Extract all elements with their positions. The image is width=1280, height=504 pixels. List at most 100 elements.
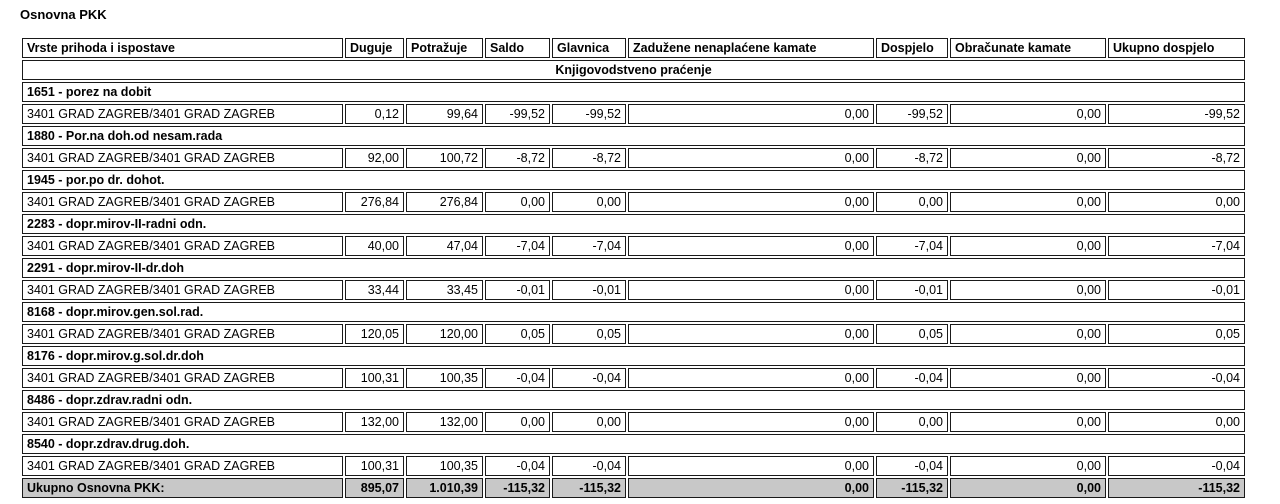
value-cell: 0,00 xyxy=(628,148,874,168)
office-cell: 3401 GRAD ZAGREB/3401 GRAD ZAGREB xyxy=(22,456,343,476)
group-header-label: 1651 - porez na dobit xyxy=(22,82,1245,102)
pkk-table: Vrste prihoda i ispostave Duguje Potražu… xyxy=(20,36,1247,500)
group-header-label: 1880 - Por.na doh.od nesam.rada xyxy=(22,126,1245,146)
value-cell: 40,00 xyxy=(345,236,404,256)
value-cell: -0,04 xyxy=(876,368,948,388)
group-header-row: 2283 - dopr.mirov-II-radni odn. xyxy=(22,214,1245,234)
value-cell: 0,00 xyxy=(950,192,1106,212)
value-cell: -0,04 xyxy=(485,456,550,476)
value-cell: 0,00 xyxy=(876,412,948,432)
group-header-label: 2283 - dopr.mirov-II-radni odn. xyxy=(22,214,1245,234)
column-header-saldo: Saldo xyxy=(485,38,550,58)
page-title: Osnovna PKK xyxy=(20,7,107,22)
value-cell: 0,00 xyxy=(628,412,874,432)
data-row: 3401 GRAD ZAGREB/3401 GRAD ZAGREB 120,05 1… xyxy=(22,324,1245,344)
value-cell: 0,00 xyxy=(628,368,874,388)
column-header-obracunate-kamate: Obračunate kamate xyxy=(950,38,1106,58)
value-cell: 100,31 xyxy=(345,456,404,476)
value-cell: 0,00 xyxy=(628,324,874,344)
value-cell: 120,00 xyxy=(406,324,483,344)
value-cell: 0,00 xyxy=(1108,192,1245,212)
value-cell: 0,05 xyxy=(485,324,550,344)
group-header-row: 1880 - Por.na doh.od nesam.rada xyxy=(22,126,1245,146)
value-cell: 0,00 xyxy=(628,104,874,124)
total-label-cell: Ukupno Osnovna PKK: xyxy=(22,478,343,498)
value-cell: -0,04 xyxy=(1108,456,1245,476)
value-cell: 100,35 xyxy=(406,368,483,388)
value-cell: -7,04 xyxy=(876,236,948,256)
column-header-glavnica: Glavnica xyxy=(552,38,626,58)
value-cell: -0,04 xyxy=(1108,368,1245,388)
value-cell: 100,35 xyxy=(406,456,483,476)
value-cell: 0,00 xyxy=(950,324,1106,344)
office-cell: 3401 GRAD ZAGREB/3401 GRAD ZAGREB xyxy=(22,236,343,256)
section-label: Knjigovodstveno praćenje xyxy=(22,60,1245,80)
value-cell: -0,01 xyxy=(876,280,948,300)
value-cell: 0,05 xyxy=(876,324,948,344)
group-header-row: 8486 - dopr.zdrav.radni odn. xyxy=(22,390,1245,410)
value-cell: 0,00 xyxy=(628,280,874,300)
value-cell: -8,72 xyxy=(876,148,948,168)
group-header-label: 8176 - dopr.mirov.g.sol.dr.doh xyxy=(22,346,1245,366)
office-cell: 3401 GRAD ZAGREB/3401 GRAD ZAGREB xyxy=(22,412,343,432)
group-header-row: 8176 - dopr.mirov.g.sol.dr.doh xyxy=(22,346,1245,366)
data-row: 3401 GRAD ZAGREB/3401 GRAD ZAGREB 132,00 1… xyxy=(22,412,1245,432)
value-cell: 0,05 xyxy=(1108,324,1245,344)
value-cell: 0,00 xyxy=(552,412,626,432)
total-value-cell: -115,32 xyxy=(876,478,948,498)
value-cell: 0,00 xyxy=(950,412,1106,432)
office-cell: 3401 GRAD ZAGREB/3401 GRAD ZAGREB xyxy=(22,280,343,300)
value-cell: -99,52 xyxy=(552,104,626,124)
value-cell: 92,00 xyxy=(345,148,404,168)
value-cell: 0,00 xyxy=(1108,412,1245,432)
value-cell: 0,00 xyxy=(950,236,1106,256)
value-cell: -0,01 xyxy=(552,280,626,300)
value-cell: 100,31 xyxy=(345,368,404,388)
total-value-cell: 1.010,39 xyxy=(406,478,483,498)
total-value-cell: 0,00 xyxy=(950,478,1106,498)
value-cell: 0,00 xyxy=(485,192,550,212)
value-cell: 0,00 xyxy=(950,148,1106,168)
data-row: 3401 GRAD ZAGREB/3401 GRAD ZAGREB 276,84 2… xyxy=(22,192,1245,212)
group-header-row: 1651 - porez na dobit xyxy=(22,82,1245,102)
column-header-ukupno-dospjelo: Ukupno dospjelo xyxy=(1108,38,1245,58)
value-cell: 100,72 xyxy=(406,148,483,168)
value-cell: -0,04 xyxy=(552,368,626,388)
value-cell: -0,01 xyxy=(485,280,550,300)
total-value-cell: -115,32 xyxy=(552,478,626,498)
data-row: 3401 GRAD ZAGREB/3401 GRAD ZAGREB 92,00 10… xyxy=(22,148,1245,168)
column-header-duguje: Duguje xyxy=(345,38,404,58)
total-value-cell: -115,32 xyxy=(1108,478,1245,498)
value-cell: 0,00 xyxy=(628,192,874,212)
column-header-potrazuje: Potražuje xyxy=(406,38,483,58)
group-header-row: 2291 - dopr.mirov-II-dr.doh xyxy=(22,258,1245,278)
data-row: 3401 GRAD ZAGREB/3401 GRAD ZAGREB 33,44 33… xyxy=(22,280,1245,300)
value-cell: 33,44 xyxy=(345,280,404,300)
total-value-cell: 895,07 xyxy=(345,478,404,498)
value-cell: -0,04 xyxy=(876,456,948,476)
group-header-row: 8168 - dopr.mirov.gen.sol.rad. xyxy=(22,302,1245,322)
value-cell: 0,00 xyxy=(485,412,550,432)
value-cell: -7,04 xyxy=(485,236,550,256)
group-header-label: 2291 - dopr.mirov-II-dr.doh xyxy=(22,258,1245,278)
total-value-cell: 0,00 xyxy=(628,478,874,498)
value-cell: 47,04 xyxy=(406,236,483,256)
value-cell: 0,00 xyxy=(876,192,948,212)
value-cell: 99,64 xyxy=(406,104,483,124)
value-cell: -8,72 xyxy=(485,148,550,168)
value-cell: -0,01 xyxy=(1108,280,1245,300)
value-cell: 0,05 xyxy=(552,324,626,344)
total-row: Ukupno Osnovna PKK: 895,07 1.010,39 -115,32… xyxy=(22,478,1245,498)
group-header-label: 1945 - por.po dr. dohot. xyxy=(22,170,1245,190)
office-cell: 3401 GRAD ZAGREB/3401 GRAD ZAGREB xyxy=(22,324,343,344)
value-cell: -8,72 xyxy=(552,148,626,168)
value-cell: -99,52 xyxy=(876,104,948,124)
value-cell: 276,84 xyxy=(345,192,404,212)
group-header-row: 8540 - dopr.zdrav.drug.doh. xyxy=(22,434,1245,454)
value-cell: 0,12 xyxy=(345,104,404,124)
value-cell: 0,00 xyxy=(950,280,1106,300)
value-cell: -7,04 xyxy=(1108,236,1245,256)
value-cell: 132,00 xyxy=(406,412,483,432)
value-cell: 0,00 xyxy=(552,192,626,212)
